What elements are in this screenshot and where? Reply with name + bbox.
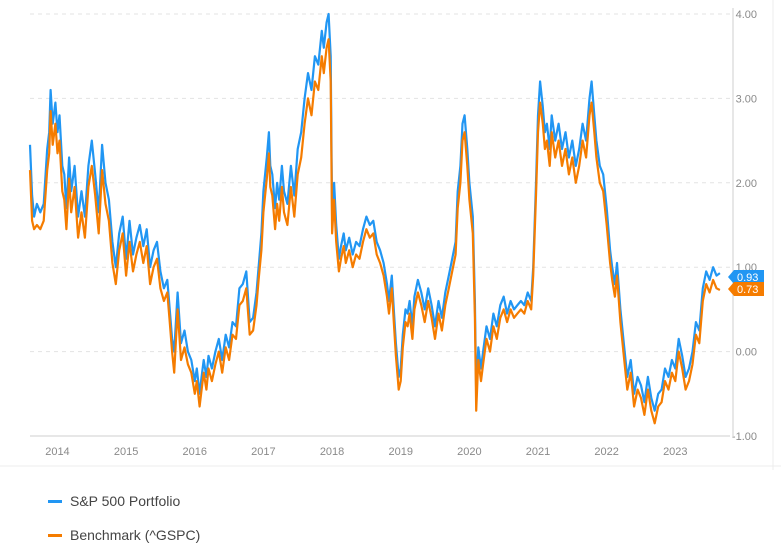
gridlines	[30, 13, 730, 353]
last-value-badge-0	[728, 270, 764, 284]
y-tick-label: 2.00	[736, 178, 757, 190]
y-tick-label: -1.00	[732, 431, 757, 443]
x-tick-label: 2022	[594, 446, 618, 458]
series-lines	[28, 12, 721, 425]
x-tick-label: 2021	[526, 446, 550, 458]
x-tick-label: 2023	[663, 446, 687, 458]
x-tick-label: 2015	[114, 446, 138, 458]
last-value-badges: 0.930.73	[728, 270, 764, 296]
legend-item-benchmark[interactable]: Benchmark (^GSPC)	[48, 518, 200, 552]
legend-swatch-benchmark	[48, 533, 62, 537]
x-tick-label: 2017	[251, 446, 275, 458]
x-tick-label: 2014	[45, 446, 69, 458]
y-tick-label: 4.00	[736, 9, 757, 21]
legend-label-portfolio: S&P 500 Portfolio	[70, 493, 181, 509]
last-value-label-1: 0.73	[737, 284, 758, 296]
legend-label-benchmark: Benchmark (^GSPC)	[70, 527, 201, 543]
series-line-1	[28, 38, 721, 425]
series-line-0	[28, 12, 721, 412]
y-tick-label: 0.00	[736, 347, 757, 359]
x-tick-label: 2019	[388, 446, 412, 458]
x-tick-label: 2018	[320, 446, 344, 458]
last-value-label-0: 0.93	[737, 272, 758, 284]
x-tick-label: 2020	[457, 446, 481, 458]
chart-area: 4.00 3.00 2.00 1.00 0.00 -1.00 2014 2015 2016 201…	[0, 0, 781, 470]
last-value-badge-1	[728, 282, 764, 296]
legend: S&P 500 Portfolio Benchmark (^GSPC)	[48, 484, 200, 552]
y-tick-label: 3.00	[736, 93, 757, 105]
legend-swatch-portfolio	[48, 499, 62, 503]
x-tick-label: 2016	[183, 446, 207, 458]
legend-item-portfolio[interactable]: S&P 500 Portfolio	[48, 484, 200, 518]
